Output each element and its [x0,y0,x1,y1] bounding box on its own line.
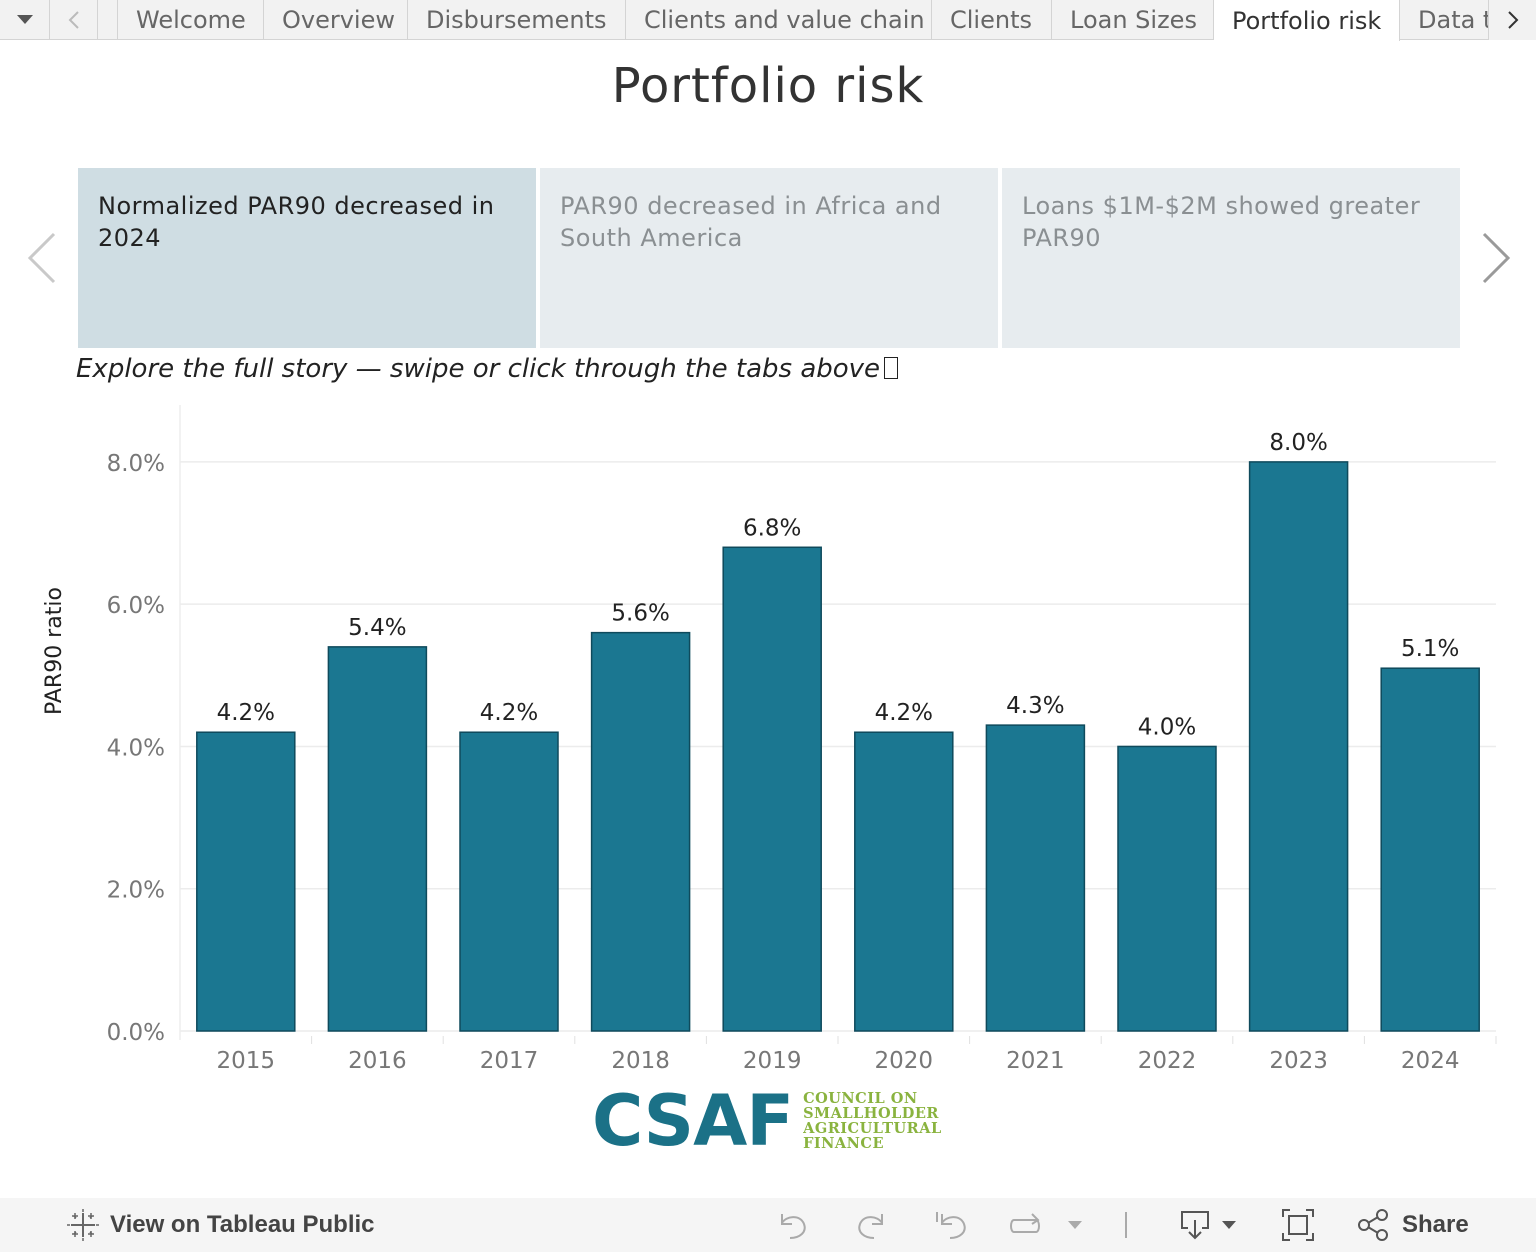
tab-data[interactable]: Data t [1400,0,1490,40]
x-tick-label: 2021 [1006,1048,1065,1074]
x-tick-label: 2016 [348,1048,407,1074]
redo-button[interactable] [854,1198,890,1252]
bar-data-label: 4.0% [1138,714,1196,740]
caret-down-icon [16,15,33,24]
bar-data-label: 5.4% [348,615,406,641]
fullscreen-button[interactable] [1280,1198,1316,1252]
bar-2020[interactable] [854,731,954,1032]
y-tick-label: 8.0% [107,451,165,477]
tableau-logo-icon [67,1209,99,1241]
tab-clients-value-chain[interactable]: Clients and value chain [626,0,932,40]
story-point-2[interactable]: PAR90 decreased in Africa and South Amer… [540,168,998,348]
revert-icon [936,1212,966,1239]
bar-2023[interactable] [1248,461,1349,1032]
toolbar-divider [1124,1198,1128,1252]
bar-data-label: 4.2% [875,700,933,726]
bar-2015[interactable] [196,731,296,1032]
bar-2022[interactable] [1117,745,1217,1032]
x-tick-label: 2019 [743,1048,802,1074]
refresh-button[interactable] [1006,1198,1046,1252]
view-on-tableau-public-link[interactable]: View on Tableau Public [66,1198,375,1252]
logo-wordmark: CSAF [592,1080,794,1162]
tab-clients[interactable]: Clients [932,0,1052,40]
story-previous-arrow-icon[interactable] [22,228,62,288]
story-point-1[interactable]: Normalized PAR90 decreased in 2024 [78,168,536,348]
bar-2024[interactable] [1380,667,1480,1032]
csaf-logo: CSAF COUNCIL ON SMALLHOLDER AGRICULTURAL… [592,1086,942,1156]
bar-data-label: 4.3% [1006,693,1064,719]
download-icon [1181,1211,1209,1240]
bar-data-label: 8.0% [1269,430,1327,456]
caret-down-icon [1068,1221,1082,1229]
logo-sub-line: FINANCE [803,1135,885,1152]
par90-bar-chart: 0.0% 2.0% 4.0% 6.0% 8.0% 4.2% 2015 5.4% 2016 4.2%… [107,405,1497,1074]
x-tick-label: 2022 [1138,1048,1197,1074]
logo-sub-line: SMALLHOLDER [803,1105,939,1122]
x-tick-label: 2024 [1401,1048,1460,1074]
share-label: Share [1402,1211,1469,1238]
tab-disbursements[interactable]: Disbursements [408,0,626,40]
story-caption: Explore the full story — swipe or click … [76,354,899,384]
tab-loan-sizes[interactable]: Loan Sizes [1052,0,1214,40]
tab-menu-button[interactable] [0,0,50,40]
fullscreen-icon [1282,1209,1314,1241]
bar-2018[interactable] [590,631,691,1032]
undo-icon [781,1214,806,1239]
story-tab-bar: Welcome Overview Disbursements Clients a… [0,0,1536,41]
logo-sub-line: COUNCIL ON [803,1090,918,1107]
tab-scroll-left-button[interactable] [50,0,98,40]
share-button[interactable]: Share [1356,1198,1469,1252]
y-tick-label: 0.0% [107,1020,165,1046]
tab-scroll-right-button[interactable] [1488,0,1536,40]
page-title: Portfolio risk [611,58,925,114]
bar-2016[interactable] [327,646,428,1032]
y-tick-label: 6.0% [107,593,165,619]
caret-down-icon [1222,1221,1236,1229]
bar-data-label: 5.6% [611,601,669,627]
logo-subtitle: COUNCIL ON SMALLHOLDER AGRICULTURAL FINA… [803,1091,942,1151]
tab-overview[interactable]: Overview [264,0,408,40]
tab-portfolio-risk[interactable]: Portfolio risk [1214,0,1400,41]
bar-2019[interactable] [722,546,822,1032]
view-on-tableau-label: View on Tableau Public [110,1211,375,1238]
x-tick-label: 2018 [611,1048,670,1074]
x-tick-label: 2017 [480,1048,539,1074]
tableau-toolbar: View on Tableau Public Share [0,1198,1536,1252]
redo-icon [858,1214,883,1239]
bar-2017[interactable] [459,731,559,1032]
story-point-3[interactable]: Loans $1M-$2M showed greater PAR90 [1002,168,1460,348]
bar-data-label: 4.2% [480,700,538,726]
y-tick-label: 4.0% [107,735,165,761]
bar-data-label: 6.8% [743,515,801,541]
y-axis-title: PAR90 ratio [42,587,67,715]
undo-button[interactable] [774,1198,810,1252]
bar-data-label: 5.1% [1401,636,1459,662]
share-icon [1358,1209,1388,1241]
x-tick-label: 2020 [875,1048,934,1074]
logo-sub-line: AGRICULTURAL [803,1120,942,1137]
chevron-right-icon [1507,11,1518,29]
tab-spacer [98,0,118,40]
caption-text: Explore the full story — swipe or click … [76,354,881,384]
bar-2021[interactable] [985,724,1086,1032]
pause-dropdown[interactable] [1066,1198,1084,1252]
tab-welcome[interactable]: Welcome [118,0,264,40]
x-tick-label: 2015 [217,1048,276,1074]
x-tick-label: 2023 [1269,1048,1328,1074]
download-button[interactable] [1178,1198,1238,1252]
bar-data-label: 4.2% [217,700,275,726]
revert-button[interactable] [932,1198,972,1252]
story-next-arrow-icon[interactable] [1476,228,1516,288]
caption-glyph-box [884,357,899,379]
refresh-icon [1010,1213,1040,1233]
y-tick-label: 2.0% [107,878,165,904]
chevron-left-icon [68,11,79,29]
